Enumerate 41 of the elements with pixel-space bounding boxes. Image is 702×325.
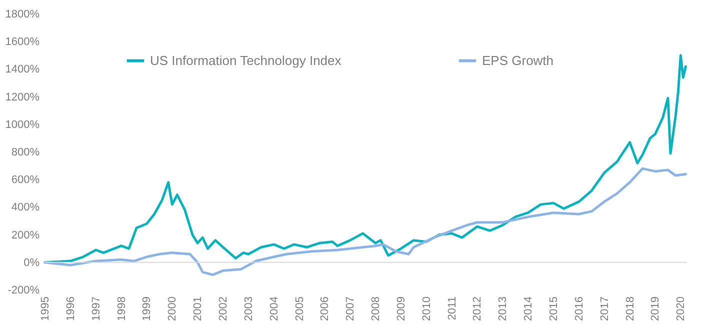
x-tick-label: 2000	[166, 296, 179, 321]
x-tick-label: 2011	[446, 296, 458, 320]
y-tick-label: 1400%	[5, 64, 40, 76]
x-tick-label: 1998	[116, 296, 128, 321]
line-series	[44, 54, 687, 264]
x-tick-label: 2005	[294, 296, 306, 321]
y-tick-label: 1000%	[5, 118, 40, 131]
y-tick-label: 800%	[11, 146, 40, 158]
y-tick-label: 600%	[11, 174, 40, 186]
x-tick-label: 2004	[268, 296, 280, 321]
x-tick-label: 2019	[650, 296, 662, 321]
x-tick-label: 2017	[598, 296, 611, 321]
x-tick-label: 2008	[370, 296, 382, 321]
x-tick-label: 1999	[141, 296, 154, 321]
y-tick-label: 1200%	[5, 91, 40, 104]
x-tick-label: 2006	[319, 296, 332, 321]
y-tick-label: -200%	[8, 284, 40, 296]
x-tick-label: 1997	[90, 296, 102, 321]
x-tick-label: 2010	[420, 296, 433, 321]
y-tick-label: 0%	[24, 256, 40, 269]
line-series	[44, 167, 687, 276]
y-tick-label: 200%	[11, 229, 40, 242]
legend-label: US Information Technology Index	[150, 52, 342, 68]
legend-label: EPS Growth	[482, 52, 554, 68]
x-tick-label: 2015	[548, 296, 560, 321]
y-tick-label: 1800%	[5, 8, 40, 20]
x-tick-label: 2016	[573, 296, 586, 321]
x-tick-label: 2013	[497, 296, 510, 321]
x-tick-label: 1996	[64, 296, 77, 321]
x-tick-label: 2002	[217, 296, 230, 321]
x-tick-label: 2007	[344, 296, 357, 321]
y-tick-label: 400%	[11, 202, 40, 214]
x-tick-label: 2014	[522, 296, 535, 321]
x-tick-label: 2018	[624, 296, 636, 321]
x-tick-label: 2020	[675, 296, 688, 321]
x-tick-label: 2001	[192, 296, 204, 321]
y-tick-label: 1600%	[5, 36, 40, 48]
x-tick-label: 1995	[40, 296, 52, 321]
x-tick-label: 2003	[242, 296, 255, 321]
x-tick-label: 2012	[472, 296, 484, 321]
x-tick-label: 2009	[395, 296, 408, 321]
